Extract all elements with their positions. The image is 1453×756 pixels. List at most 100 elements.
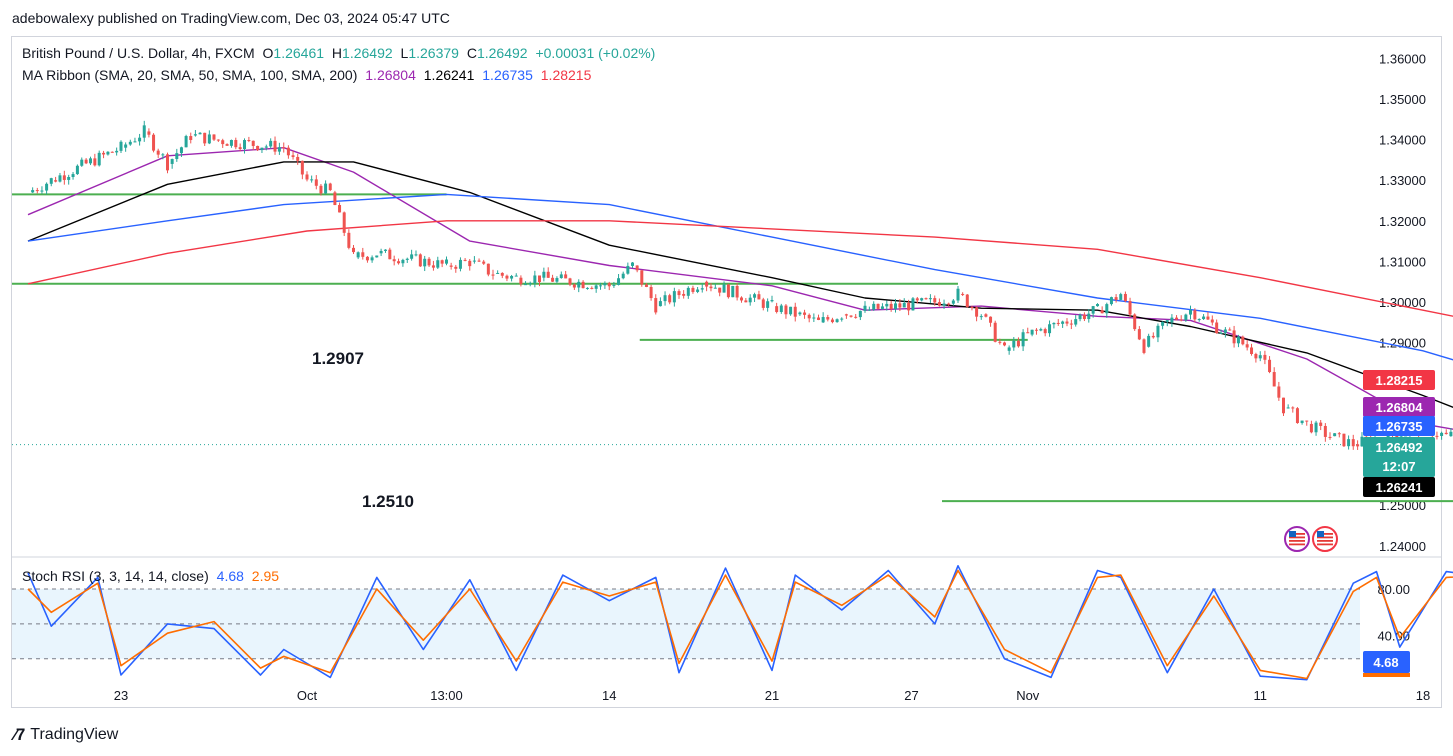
- candle-body: [1435, 435, 1439, 437]
- candle-body: [731, 285, 735, 298]
- candle-body: [696, 289, 700, 292]
- flag-stripe: [1317, 533, 1333, 535]
- candle-body: [761, 299, 765, 308]
- candle-body: [844, 314, 848, 316]
- candle-body: [766, 301, 770, 308]
- candle-body: [1250, 347, 1254, 354]
- ma50-value: 1.26241: [423, 67, 475, 83]
- candle-body: [564, 274, 568, 279]
- candle-body: [942, 303, 946, 306]
- candle-body: [984, 314, 988, 317]
- candle-body: [551, 277, 555, 282]
- x-tick-label: 23: [114, 688, 128, 703]
- candle-body: [1328, 436, 1332, 438]
- candle-body: [179, 147, 183, 154]
- candle-body: [1215, 322, 1219, 334]
- stoch-y-tick-label: 80.00: [1377, 582, 1410, 597]
- candle-body: [1096, 304, 1099, 307]
- ma100-line: [27, 193, 1453, 361]
- candle-body: [863, 305, 867, 311]
- candle-body: [1245, 344, 1249, 348]
- candle-body: [133, 141, 137, 143]
- candle-body: [889, 303, 893, 310]
- candle-body: [965, 294, 969, 307]
- candle-body: [599, 285, 603, 287]
- candle-body: [524, 284, 528, 286]
- tradingview-brand[interactable]: ⁄7 TradingView: [14, 725, 118, 745]
- candle-body: [590, 287, 594, 289]
- candle-body: [256, 145, 260, 151]
- candle-body: [635, 265, 639, 271]
- candle-body: [594, 285, 598, 289]
- candle-body: [835, 319, 839, 323]
- candle-body: [314, 179, 318, 186]
- candle-body: [572, 284, 576, 288]
- candle-body: [775, 306, 779, 312]
- candle-body: [1219, 332, 1223, 334]
- candle-body: [722, 284, 726, 293]
- price-axis-label: 1.26804: [1376, 400, 1424, 415]
- candle-body: [1048, 324, 1052, 334]
- candle-body: [291, 155, 295, 157]
- candle-body: [1193, 310, 1197, 320]
- candle-body: [1170, 317, 1174, 323]
- candle-body: [1147, 335, 1151, 347]
- candle-body: [1347, 439, 1351, 447]
- x-tick-label: 13:00: [430, 688, 463, 703]
- candle-body: [338, 205, 342, 213]
- candle-body: [115, 150, 119, 153]
- candle-body: [915, 298, 919, 301]
- candle-body: [273, 140, 277, 152]
- candle-body: [705, 281, 709, 287]
- candle-body: [807, 314, 811, 319]
- candle-body: [789, 306, 793, 315]
- candle-body: [1197, 319, 1201, 321]
- candle-body: [1286, 407, 1290, 409]
- candle-body: [581, 281, 585, 289]
- candle-body: [243, 140, 247, 150]
- candle-body: [1114, 297, 1118, 300]
- candle-body: [951, 300, 955, 304]
- candle-body: [1065, 321, 1069, 324]
- candle-body: [798, 312, 802, 315]
- price-axis-label-box: [1363, 397, 1435, 417]
- candle-body: [142, 125, 146, 138]
- y-tick-label: 1.35000: [1379, 92, 1426, 107]
- candle-body: [1056, 322, 1060, 324]
- candle-body: [482, 261, 486, 264]
- ma20-value: 1.26804: [365, 67, 416, 83]
- stoch-y-tick-label: 40.00: [1377, 629, 1410, 644]
- stoch-rsi-legend[interactable]: Stoch RSI (3, 3, 14, 14, close) 4.68 2.9…: [22, 568, 283, 584]
- candle-body: [449, 265, 453, 267]
- candle-body: [152, 134, 156, 151]
- candle-body: [71, 174, 75, 178]
- candle-body: [310, 179, 314, 181]
- candle-body: [542, 271, 546, 278]
- candle-body: [1232, 330, 1236, 344]
- y-tick-label: 1.29000: [1379, 336, 1426, 351]
- candle-body: [62, 175, 66, 180]
- candle-body: [713, 287, 717, 289]
- ma-ribbon-legend[interactable]: MA Ribbon (SMA, 20, SMA, 50, SMA, 100, S…: [22, 67, 595, 83]
- candle-body: [1254, 353, 1258, 359]
- y-tick-label: 1.32000: [1379, 214, 1426, 229]
- symbol-legend[interactable]: British Pound / U.S. Dollar, 4h, FXCM O1…: [22, 45, 659, 61]
- flag-circle: [1284, 526, 1310, 552]
- candle-body: [193, 134, 197, 136]
- candle-body: [97, 152, 101, 166]
- y-tick-label: 1.30000: [1379, 295, 1426, 310]
- candle-body: [88, 158, 92, 164]
- candle-body: [49, 178, 53, 184]
- candle-body: [405, 258, 409, 260]
- candles: [31, 120, 1453, 450]
- candle-body: [1333, 433, 1337, 437]
- candle-body: [397, 261, 401, 264]
- candle-body: [436, 260, 440, 268]
- candle-body: [933, 298, 937, 303]
- candle-body: [1295, 408, 1299, 424]
- candle-body: [658, 301, 662, 307]
- candle-body: [1282, 397, 1285, 414]
- candle-body: [876, 303, 880, 309]
- candle-body: [1137, 329, 1141, 340]
